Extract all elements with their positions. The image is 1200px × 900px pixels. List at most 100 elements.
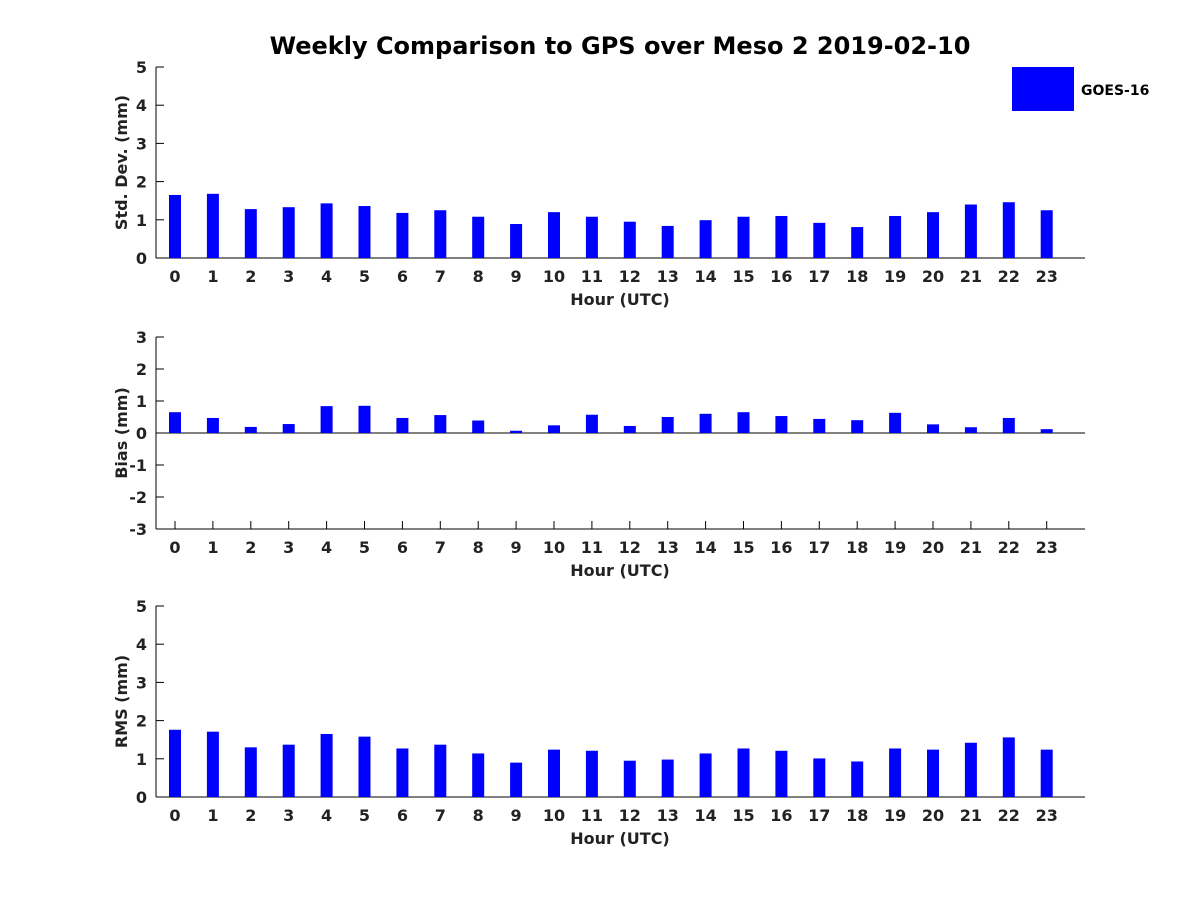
std-dev-x-tick-label: 17 [808,267,830,286]
bias-x-axis-label: Hour (UTC) [570,561,670,580]
bias-x-tick-label: 21 [960,538,982,557]
std-dev-x-tick-label: 19 [884,267,906,286]
rms-bar-hour-5 [358,736,371,797]
bias-bar-hour-9 [510,430,523,433]
rms-x-tick-label: 6 [397,806,408,825]
std-dev-x-tick-label: 21 [960,267,982,286]
std-dev-x-tick-label: 2 [245,267,256,286]
rms-x-tick-label: 21 [960,806,982,825]
bias-x-tick-label: 4 [321,538,332,557]
bias-bar-hour-6 [396,417,409,433]
rms-bar-hour-8 [472,753,485,797]
std-dev-y-tick-label: 0 [136,249,147,268]
bias-bar-hour-23 [1040,429,1053,433]
rms-bar-hour-1 [206,731,219,797]
std-dev-x-tick-label: 10 [543,267,565,286]
rms-bar-hour-3 [282,744,295,797]
std-dev-bar-hour-8 [472,216,485,258]
std-dev-x-tick-label: 0 [169,267,180,286]
bias-bar-hour-10 [548,425,560,433]
bias-x-tick-label: 11 [581,538,603,557]
rms-bar-hour-15 [737,748,750,797]
std-dev-bar-hour-5 [358,206,371,258]
rms-x-tick-label: 20 [922,806,944,825]
std-dev-x-tick-label: 6 [397,267,408,286]
std-dev-bar-hour-7 [434,210,447,258]
std-dev-x-tick-label: 22 [998,267,1020,286]
std-dev-bar-hour-10 [548,212,560,258]
rms-bar-hour-10 [548,749,560,797]
std-dev-x-tick-label: 23 [1036,267,1058,286]
bias-y-tick-label: -3 [129,520,147,539]
rms-x-tick-label: 10 [543,806,565,825]
std-dev-x-tick-label: 11 [581,267,603,286]
rms-x-tick-label: 23 [1036,806,1058,825]
rms-bar-hour-21 [964,742,977,797]
rms-bar-hour-16 [775,750,788,797]
std-dev-bar-hour-13 [661,225,674,258]
rms-x-tick-label: 19 [884,806,906,825]
std-dev-x-tick-label: 1 [207,267,218,286]
legend: GOES-16 [1012,67,1149,111]
std-dev-bar-hour-9 [510,224,523,258]
bias-bar-hour-21 [964,427,977,433]
bias-y-axis-label: Bias (mm) [112,387,131,479]
bias-x-tick-label: 14 [694,538,716,557]
bias-bar-hour-8 [472,420,485,433]
std-dev-y-axis-label: Std. Dev. (mm) [112,95,131,230]
rms-bar-hour-6 [396,748,409,797]
rms-x-tick-label: 4 [321,806,332,825]
std-dev-x-tick-label: 13 [657,267,679,286]
bias-x-tick-label: 3 [283,538,294,557]
std-dev-bar-hour-17 [813,222,826,258]
std-dev-x-tick-label: 20 [922,267,944,286]
std-dev-bar-hour-18 [851,227,864,258]
bias-x-tick-label: 19 [884,538,906,557]
rms-bar-hour-12 [623,760,636,797]
bias-x-tick-label: 10 [543,538,565,557]
std-dev-y-tick-label: 1 [136,211,147,230]
bias-bar-hour-7 [434,415,447,433]
std-dev-x-tick-label: 15 [732,267,754,286]
rms-bar-hour-4 [320,733,333,797]
rms-y-tick-label: 2 [136,712,147,731]
std-dev-bar-hour-4 [320,203,333,258]
std-dev-bar-hour-12 [623,221,636,258]
std-dev-x-tick-label: 9 [511,267,522,286]
bias-y-tick-label: 2 [136,360,147,379]
bias-x-tick-label: 2 [245,538,256,557]
std-dev-x-tick-label: 3 [283,267,294,286]
rms-bar-hour-14 [699,753,712,797]
rms-x-tick-label: 8 [473,806,484,825]
std-dev-x-tick-label: 14 [694,267,716,286]
rms-bar-hour-17 [813,758,826,797]
std-dev-bar-hour-6 [396,212,409,258]
bias-x-tick-label: 6 [397,538,408,557]
legend-label-goes-16: GOES-16 [1081,83,1149,99]
bias-y-tick-label: 1 [136,392,147,411]
rms-x-tick-label: 12 [619,806,641,825]
rms-x-tick-label: 15 [732,806,754,825]
bias-x-tick-label: 12 [619,538,641,557]
rms-bar-hour-18 [851,761,864,797]
std-dev-y-tick-label: 3 [136,134,147,153]
rms-y-axis-label: RMS (mm) [112,655,131,748]
rms-bar-hour-7 [434,744,447,797]
rms-x-tick-label: 7 [435,806,446,825]
bias-bar-hour-12 [623,425,636,433]
bias-bar-hour-4 [320,406,333,433]
rms-bar-hour-0 [169,729,181,797]
std-dev-bar-hour-15 [737,216,750,258]
bias-x-tick-label: 0 [169,538,180,557]
std-dev-x-tick-label: 7 [435,267,446,286]
bias-y-tick-label: -2 [129,488,147,507]
std-dev-x-axis-label: Hour (UTC) [570,290,670,309]
rms-x-tick-label: 16 [770,806,792,825]
bias-bar-hour-13 [661,417,674,433]
chart-title: Weekly Comparison to GPS over Meso 2 201… [270,32,971,60]
bias-x-tick-label: 15 [732,538,754,557]
std-dev-y-tick-label: 2 [136,173,147,192]
rms-x-axis-label: Hour (UTC) [570,829,670,848]
